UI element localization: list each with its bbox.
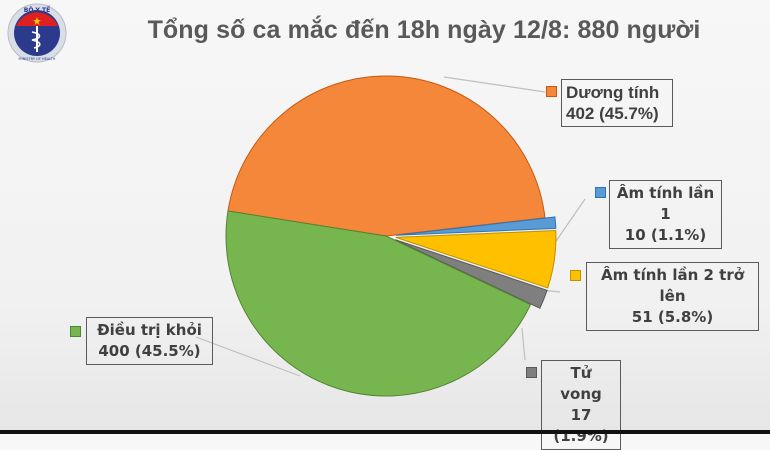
leader-line-dieu-tri-khoi <box>195 336 301 377</box>
swatch-tu-vong <box>526 367 537 378</box>
leader-line-duong-tinh <box>443 76 546 93</box>
pie-slice-am-tinh-2 <box>395 230 557 289</box>
swatch-am-tinh-1 <box>595 187 606 198</box>
swatch-am-tinh-2 <box>570 270 581 281</box>
label-duong-tinh-name: Dương tính <box>566 83 660 102</box>
pie-chart <box>195 75 586 397</box>
pie-slice-duong-tinh <box>227 75 546 237</box>
label-am-tinh-1: Âm tính lần 1 10 (1.1%) <box>609 180 722 249</box>
leader-line-tu-vong <box>521 327 526 361</box>
logo-top-text: BỘ Y TẾ <box>24 6 51 14</box>
logo-bottom-text: MINISTRY OF HEALTH <box>19 57 56 61</box>
label-tu-vong-value: 17 (1.9%) <box>553 406 609 445</box>
swatch-dieu-tri-khoi <box>70 326 81 337</box>
pie-slice-dieu-tri-khoi <box>225 210 532 397</box>
label-dieu-tri-khoi: Điều trị khỏi 400 (45.5%) <box>86 317 213 365</box>
label-dieu-tri-khoi-name: Điều trị khỏi <box>97 321 202 339</box>
chart-title: Tổng số ca mắc đến 18h ngày 12/8: 880 ng… <box>147 16 701 44</box>
label-tu-vong-name: Tử vong <box>560 364 602 403</box>
bottom-bar <box>0 430 770 434</box>
label-am-tinh-2-value: 51 (5.8%) <box>631 308 714 326</box>
label-am-tinh-2-name: Âm tính lần 2 trở lên <box>600 266 745 305</box>
label-tu-vong: Tử vong 17 (1.9%) <box>541 360 621 450</box>
pie-slice-tu-vong <box>395 239 548 309</box>
label-am-tinh-1-value: 10 (1.1%) <box>624 226 707 244</box>
label-am-tinh-1-name: Âm tính lần 1 <box>616 184 715 223</box>
label-duong-tinh-value: 402 (45.7%) <box>566 104 659 123</box>
label-duong-tinh: Dương tính 402 (45.7%) <box>561 79 673 127</box>
swatch-duong-tinh <box>546 86 557 97</box>
pie-slice-am-tinh-1 <box>395 216 557 236</box>
ministry-of-health-logo: BỘ Y TẾ MINISTRY OF HEALTH <box>7 3 67 63</box>
label-dieu-tri-khoi-value: 400 (45.5%) <box>98 342 201 360</box>
label-am-tinh-2: Âm tính lần 2 trở lên 51 (5.8%) <box>586 262 759 331</box>
